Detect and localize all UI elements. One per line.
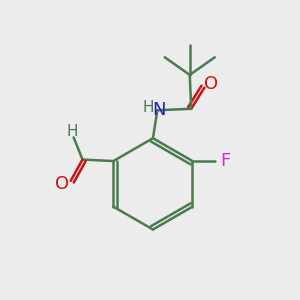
- Text: H: H: [66, 124, 78, 139]
- Text: O: O: [56, 175, 70, 193]
- Text: F: F: [220, 152, 231, 170]
- Text: O: O: [204, 75, 218, 93]
- Text: H: H: [142, 100, 154, 116]
- Text: N: N: [153, 101, 166, 119]
